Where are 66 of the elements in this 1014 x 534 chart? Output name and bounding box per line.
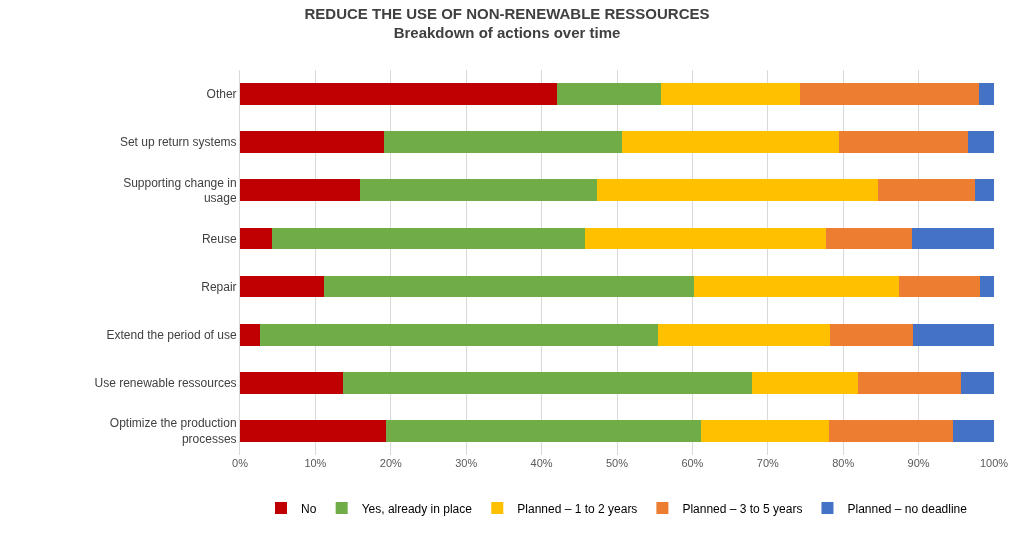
y-tick-label: Set up return systems <box>119 135 237 150</box>
bar <box>657 323 831 346</box>
bar <box>240 420 387 442</box>
bar <box>960 371 994 394</box>
bar <box>838 131 969 154</box>
bar <box>259 323 658 346</box>
x-tick-label: 60% <box>681 457 704 469</box>
bar <box>978 83 994 105</box>
legend-label: No <box>301 501 317 516</box>
legend-label: Yes, already in place <box>361 501 473 516</box>
bar <box>751 371 859 394</box>
x-tick-label: 80% <box>832 457 855 469</box>
bar <box>899 275 980 298</box>
legend-label: Planned – no deadline <box>847 501 968 516</box>
bar <box>693 275 899 298</box>
x-tick-label: 10% <box>304 457 327 469</box>
bar <box>240 227 273 250</box>
bar <box>386 420 701 442</box>
x-tick-label: 100% <box>979 457 1009 469</box>
y-tick-label: Extend the period of use <box>106 327 237 342</box>
x-tick-label: 40% <box>530 457 553 469</box>
bar <box>585 227 826 250</box>
y-tick-label: Other <box>206 87 237 102</box>
bar <box>240 83 558 105</box>
bar <box>975 179 994 202</box>
chart-title: REDUCE THE USE OF NON-RENEWABLE RESSOURCES <box>304 4 710 22</box>
y-tick-label: Use renewable ressources <box>94 376 237 391</box>
legend-label: Planned – 3 to 5 years <box>682 501 803 516</box>
bar <box>800 83 979 105</box>
legend-label: Planned – 1 to 2 years <box>517 501 638 516</box>
x-tick-label: 20% <box>379 457 403 469</box>
bar <box>240 131 385 154</box>
bar <box>240 179 360 202</box>
bar <box>911 227 994 250</box>
x-tick-label: 70% <box>756 457 780 469</box>
bar <box>968 131 994 154</box>
bar <box>913 323 994 346</box>
x-tick-label: 90% <box>907 457 930 469</box>
bar <box>359 179 598 202</box>
bar <box>272 227 586 250</box>
y-tick-label: Repair <box>201 279 237 294</box>
bar <box>240 275 324 298</box>
x-tick-label: 30% <box>455 457 478 469</box>
bar <box>661 83 801 105</box>
x-tick-label: 0% <box>232 457 249 469</box>
y-tick-label: Reuse <box>201 231 237 246</box>
bar <box>240 323 260 346</box>
x-tick-label: 50% <box>605 457 629 469</box>
bar <box>877 179 976 202</box>
bar <box>830 323 914 346</box>
bar <box>557 83 662 105</box>
bar <box>700 420 829 442</box>
bar <box>343 371 752 394</box>
bar <box>597 179 878 202</box>
bar <box>825 227 912 250</box>
bar <box>952 420 994 442</box>
bar <box>979 275 994 298</box>
bar <box>858 371 961 394</box>
bar <box>323 275 694 298</box>
bar <box>828 420 953 442</box>
bar <box>240 371 344 394</box>
y-tick-label: Optimize the production processes <box>109 416 237 446</box>
bar <box>384 131 623 154</box>
chart-subtitle: Breakdown of actions over time <box>393 24 621 42</box>
y-tick-label: Supporting change in usage <box>123 175 237 206</box>
bar <box>622 131 839 154</box>
